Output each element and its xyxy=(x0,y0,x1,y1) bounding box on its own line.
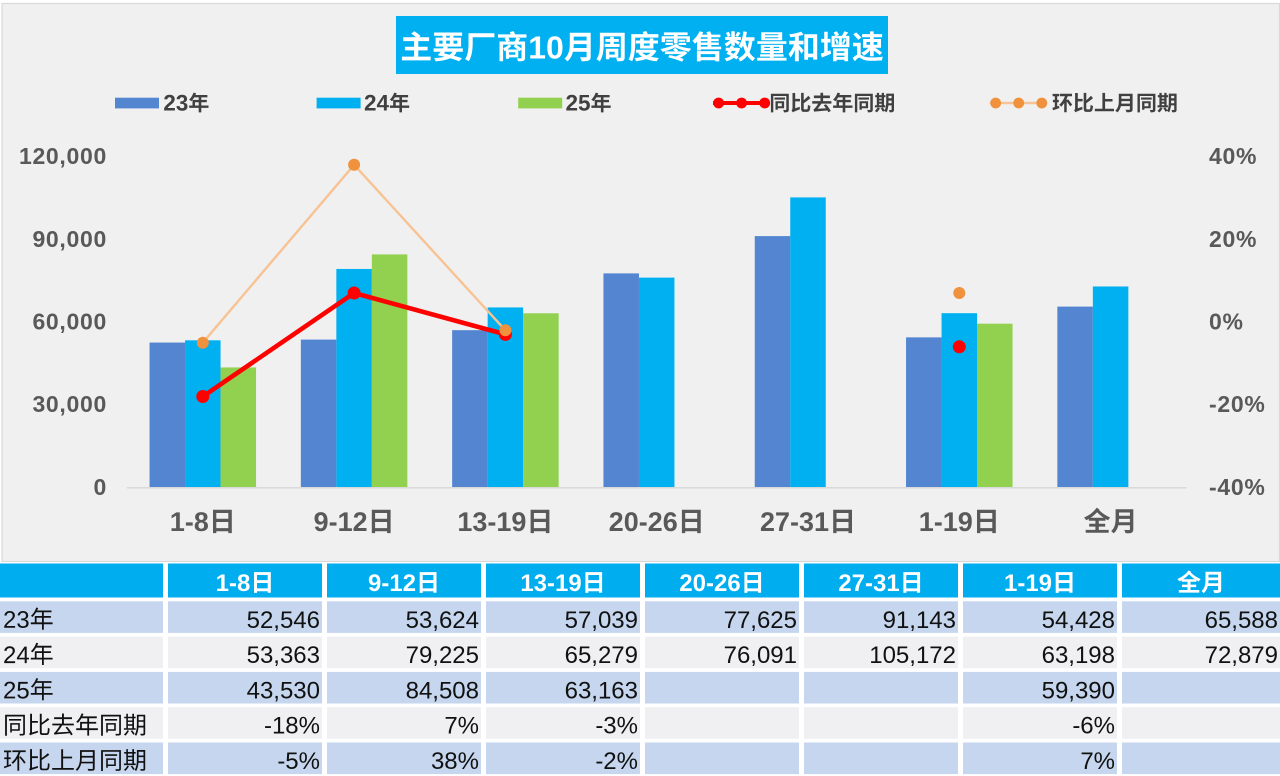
svg-text:53,624: 53,624 xyxy=(406,607,479,634)
svg-text:0: 0 xyxy=(94,474,108,500)
svg-text:90,000: 90,000 xyxy=(32,226,107,252)
svg-text:-3%: -3% xyxy=(595,713,638,740)
svg-text:63,198: 63,198 xyxy=(1042,642,1115,669)
svg-text:7%: 7% xyxy=(444,713,479,740)
svg-text:76,091: 76,091 xyxy=(724,642,797,669)
svg-text:-2%: -2% xyxy=(595,748,638,775)
svg-text:-20%: -20% xyxy=(1209,391,1266,417)
svg-text:0%: 0% xyxy=(1209,309,1244,335)
svg-text:65,279: 65,279 xyxy=(565,642,638,669)
svg-text:57,039: 57,039 xyxy=(565,607,638,634)
svg-text:72,879: 72,879 xyxy=(1205,642,1278,669)
svg-text:53,363: 53,363 xyxy=(247,642,320,669)
svg-text:-40%: -40% xyxy=(1209,474,1266,500)
svg-text:-6%: -6% xyxy=(1072,713,1115,740)
svg-text:105,172: 105,172 xyxy=(869,642,956,669)
svg-text:-5%: -5% xyxy=(277,748,320,775)
svg-text:54,428: 54,428 xyxy=(1042,607,1115,634)
svg-text:38%: 38% xyxy=(431,748,479,775)
svg-text:77,625: 77,625 xyxy=(724,607,797,634)
svg-text:84,508: 84,508 xyxy=(406,677,479,704)
svg-text:65,588: 65,588 xyxy=(1205,607,1278,634)
svg-text:52,546: 52,546 xyxy=(247,607,320,634)
svg-text:63,163: 63,163 xyxy=(565,677,638,704)
svg-text:7%: 7% xyxy=(1080,748,1115,775)
svg-text:40%: 40% xyxy=(1209,143,1257,169)
svg-text:59,390: 59,390 xyxy=(1042,677,1115,704)
svg-text:-18%: -18% xyxy=(264,713,320,740)
svg-text:91,143: 91,143 xyxy=(883,607,956,634)
svg-text:20%: 20% xyxy=(1209,226,1257,252)
svg-text:120,000: 120,000 xyxy=(19,143,107,169)
svg-text:79,225: 79,225 xyxy=(406,642,479,669)
svg-text:43,530: 43,530 xyxy=(247,677,320,704)
svg-text:30,000: 30,000 xyxy=(32,391,107,417)
svg-text:60,000: 60,000 xyxy=(32,309,107,335)
